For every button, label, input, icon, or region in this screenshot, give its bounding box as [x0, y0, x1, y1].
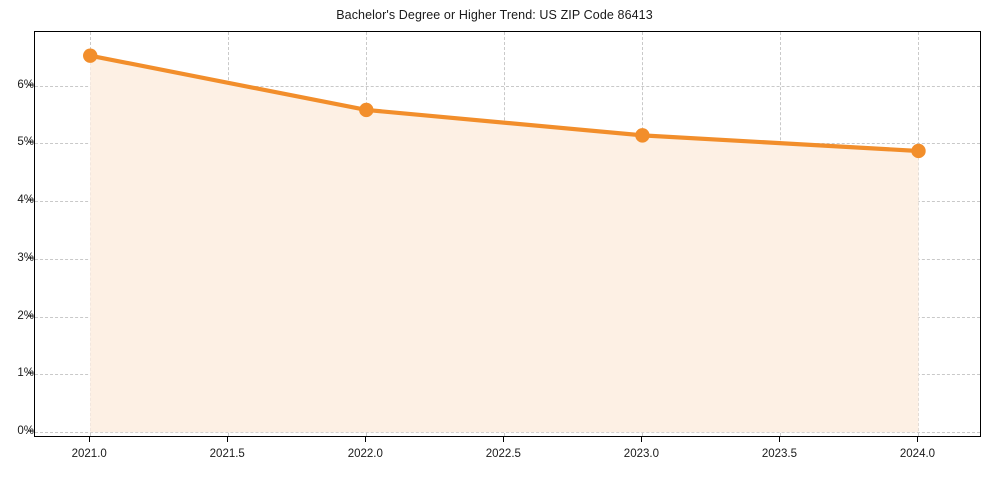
x-axis-tick-label: 2021.5	[209, 448, 245, 460]
y-axis-tick-mark	[28, 315, 33, 317]
y-axis-tick-mark	[28, 257, 33, 259]
x-axis-tick-mark	[641, 437, 643, 442]
data-point-marker	[83, 48, 98, 63]
y-axis-tick-label: 6%	[17, 78, 34, 91]
x-axis-tick-mark	[227, 437, 229, 442]
data-point-markers	[83, 48, 926, 159]
y-axis-tick-mark	[28, 199, 33, 201]
x-axis-tick-label: 2023.5	[761, 448, 798, 460]
x-axis-tick-mark	[89, 437, 91, 442]
trend-line	[88, 53, 921, 154]
gridline-horizontal	[35, 432, 980, 434]
y-axis-tick-label: 4%	[17, 194, 34, 207]
gridline-horizontal	[35, 85, 980, 87]
x-axis-tick-label: 2023.0	[623, 448, 659, 460]
x-axis: 2021.0 2021.5 2022.0 2022.5 2023.0 2023.5 2024…	[0, 437, 989, 490]
y-axis-tick-label: 3%	[17, 251, 34, 264]
y-axis-tick-mark	[28, 84, 33, 86]
x-axis-tick-mark	[503, 437, 505, 442]
data-point-marker	[635, 128, 650, 143]
x-axis-tick-mark	[917, 437, 919, 442]
data-point-marker	[911, 143, 926, 159]
y-axis: 0% 1% 2% 3% 4% 5% 6%	[0, 0, 34, 490]
y-axis-tick-mark	[28, 141, 33, 143]
data-point-marker	[359, 102, 374, 118]
series-plot	[83, 48, 926, 433]
x-axis-tick-mark	[365, 437, 367, 442]
chart-title: Bachelor's Degree or Higher Trend: US ZI…	[336, 8, 653, 22]
y-axis-tick-label: 1%	[17, 367, 34, 380]
x-axis-tick-label: 2022.0	[347, 448, 383, 460]
y-axis-tick-label: 2%	[17, 309, 34, 322]
x-axis-tick-label: 2021.0	[71, 448, 107, 460]
y-axis-tick-mark	[28, 430, 33, 432]
gridline-vertical	[918, 32, 920, 436]
x-axis-tick-label: 2024.0	[899, 448, 936, 460]
y-axis-tick-mark	[28, 372, 33, 374]
plot-area	[34, 31, 981, 437]
x-axis-tick-mark	[779, 437, 781, 442]
y-axis-tick-label: 0%	[17, 425, 34, 438]
x-axis-tick-label: 2022.5	[485, 448, 521, 460]
area-fill-region	[90, 55, 919, 433]
y-axis-tick-label: 5%	[17, 136, 34, 149]
